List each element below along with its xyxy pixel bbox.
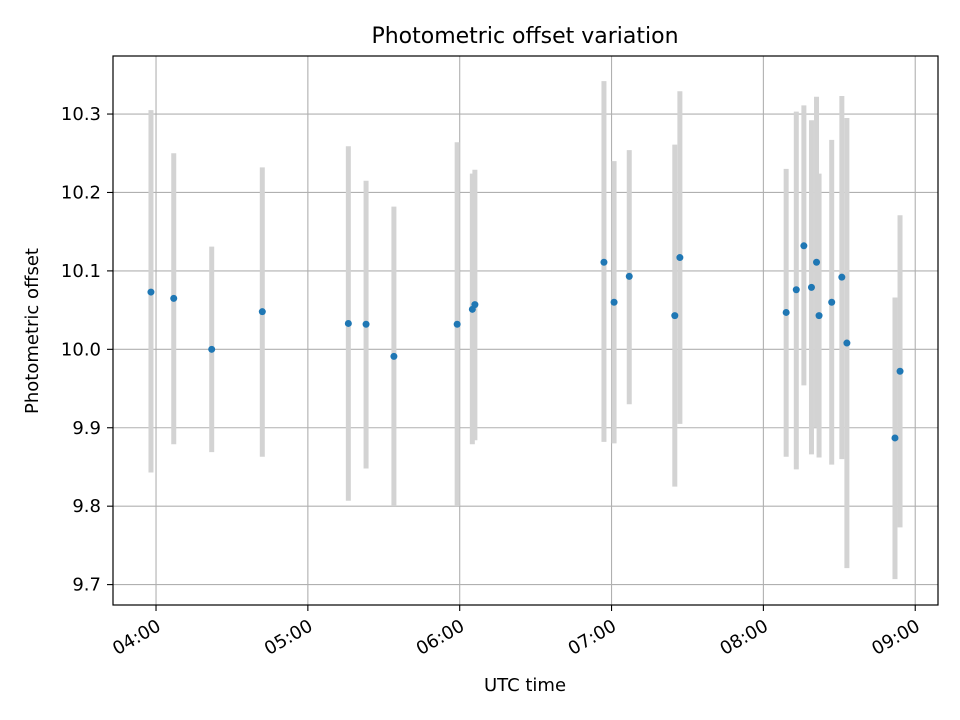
data-point [828,298,836,306]
data-point [676,254,684,262]
data-point [671,312,679,320]
y-tick-label: 10.3 [61,104,101,125]
data-point [453,320,461,328]
data-point [625,272,633,280]
y-tick-label: 9.7 [72,575,101,596]
data-point [610,298,618,306]
data-point [471,301,479,309]
data-point [170,294,178,302]
data-point [813,258,821,266]
y-tick-label: 10.0 [61,339,101,360]
data-point [807,283,815,291]
data-point [390,352,398,360]
y-axis-label: Photometric offset [22,248,43,414]
data-point [600,258,608,266]
data-point [792,286,800,294]
grid-lines [113,56,938,605]
data-point [838,273,846,281]
data-point [362,320,370,328]
data-points [147,242,904,442]
data-point [208,345,216,353]
data-point [815,312,823,320]
plot-frame [112,55,939,606]
data-point [147,288,155,296]
data-point [258,308,266,316]
data-point [896,367,904,375]
chart-title: Photometric offset variation [371,24,678,49]
data-point [344,319,352,327]
data-point [891,434,899,442]
y-tick-label: 9.9 [72,418,101,439]
y-tick-label: 10.2 [61,182,101,203]
data-point [843,339,851,347]
y-tick-label: 9.8 [72,496,101,517]
x-axis-label: UTC time [484,675,566,696]
data-point [800,242,808,250]
y-tick-label: 10.1 [61,261,101,282]
data-point [782,308,790,316]
